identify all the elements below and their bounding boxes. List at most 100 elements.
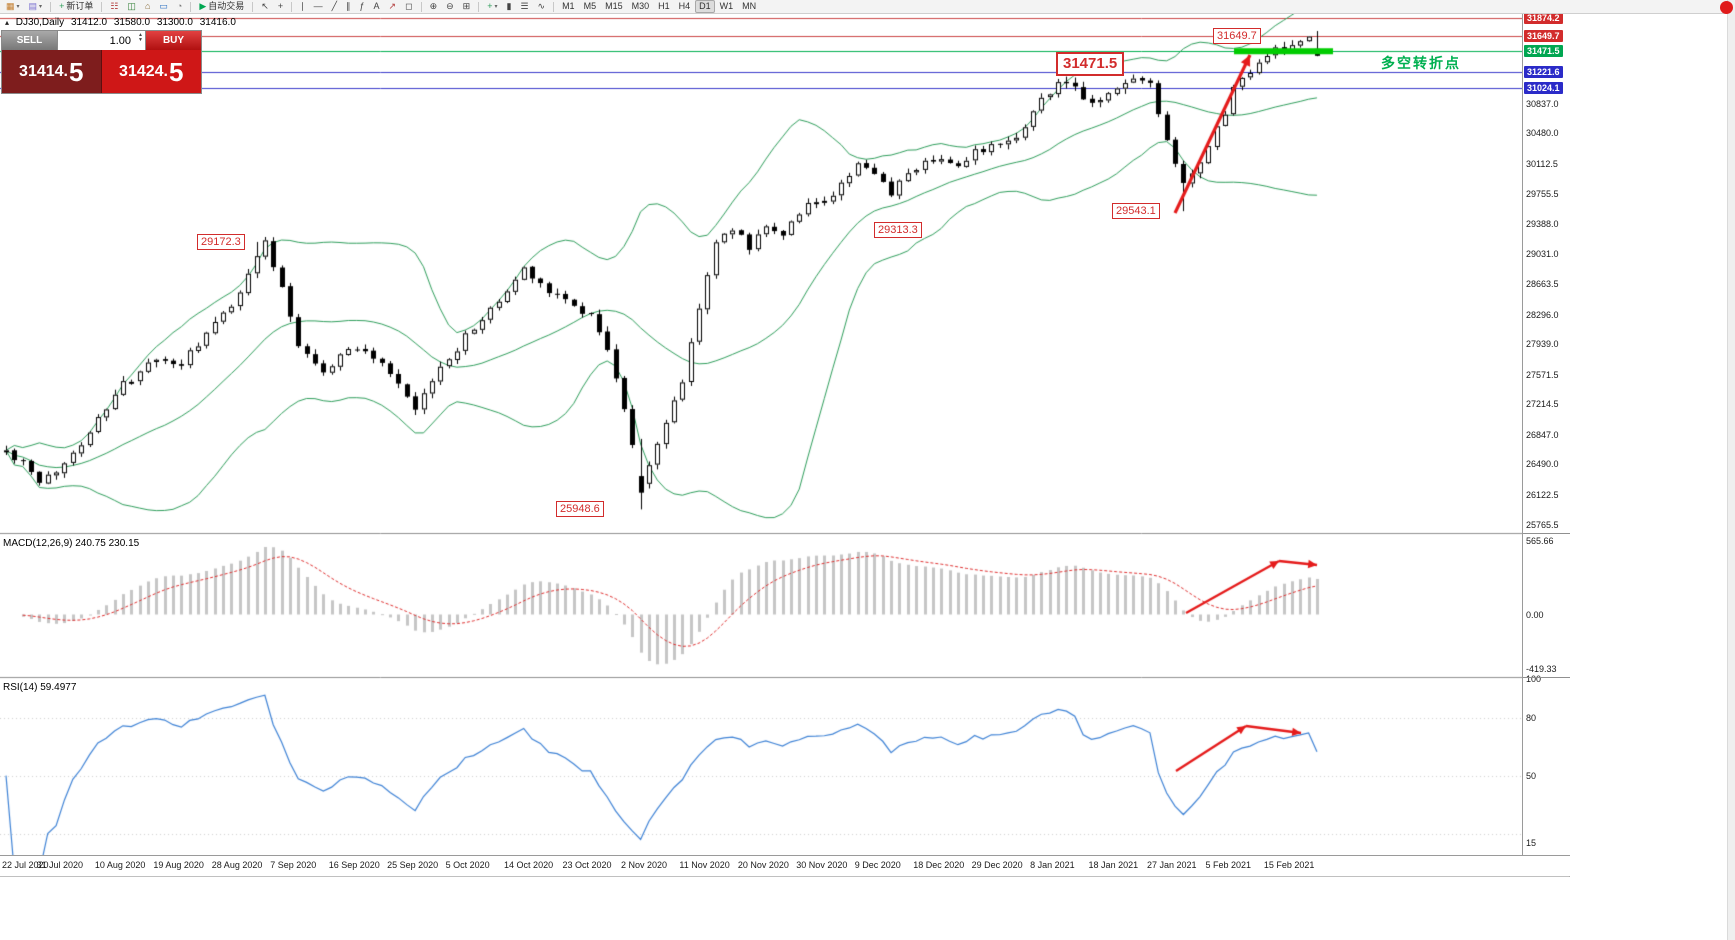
arrows-button[interactable]: ↗ bbox=[385, 0, 401, 13]
price-axis-label: 26490.0 bbox=[1526, 459, 1559, 470]
time-axis-label: 29 Dec 2020 bbox=[971, 860, 1023, 870]
autotrade-button[interactable]: ▶ 自动交易 bbox=[195, 0, 248, 13]
price-annotation[interactable]: 29543.1 bbox=[1112, 203, 1160, 220]
time-axis-label: 18 Dec 2020 bbox=[913, 860, 965, 870]
indicators-icon: + bbox=[487, 1, 493, 11]
tile-windows-icon: ⊞ bbox=[462, 1, 471, 11]
crosshair-button[interactable]: + bbox=[274, 0, 287, 13]
buy-price[interactable]: 31424. 5 bbox=[101, 50, 201, 93]
timeframe-m1-button[interactable]: M1 bbox=[558, 0, 579, 13]
time-axis[interactable]: 22 Jul 2020 31 Jul 2020 10 Aug 2020 19 Aug … bbox=[0, 855, 1570, 876]
timeframe-m15-button[interactable]: M15 bbox=[601, 0, 627, 13]
new-order-button[interactable]: + 新订单 bbox=[55, 0, 97, 13]
price-axis-label: 28663.5 bbox=[1526, 279, 1559, 290]
cursor-button[interactable]: ↖ bbox=[257, 0, 273, 13]
price-chart-canvas[interactable] bbox=[0, 14, 1522, 856]
cursor-icon: ↖ bbox=[261, 1, 269, 11]
data-window-icon: ◫ bbox=[127, 1, 136, 11]
data-window-button[interactable]: ◫ bbox=[123, 0, 140, 13]
timeframe-h4-button[interactable]: H4 bbox=[675, 0, 695, 13]
symbol-name: DJ30,Daily bbox=[15, 17, 65, 28]
tile-windows-button[interactable]: ⊞ bbox=[459, 0, 475, 13]
zoom-out-icon: ⊖ bbox=[446, 1, 454, 11]
price-axis-label: 50 bbox=[1526, 770, 1537, 781]
volume-input[interactable]: 1.00 ▲ ▼ bbox=[57, 31, 146, 50]
terminal-button[interactable]: ▭ bbox=[155, 0, 172, 13]
price-axis-highlight: 31024.1 bbox=[1524, 82, 1563, 95]
horizontal-line-button[interactable]: ― bbox=[310, 0, 327, 13]
fibonacci-button[interactable]: ƒ bbox=[356, 0, 369, 13]
line-mode-icon: ∿ bbox=[537, 1, 546, 11]
time-axis-label: 14 Oct 2020 bbox=[504, 860, 554, 870]
timeframe-mn-button[interactable]: MN bbox=[738, 0, 760, 13]
price-axis[interactable]: 30837.0 30480.0 30112.5 29755.5 29388.0 29031… bbox=[1522, 14, 1570, 855]
new-order-button-label: 新订单 bbox=[66, 1, 94, 11]
price-axis-label: 25765.5 bbox=[1526, 519, 1559, 530]
ohlc-low: 31300.0 bbox=[156, 17, 193, 28]
price-axis-label: 30112.5 bbox=[1526, 158, 1558, 169]
indicators-button[interactable]: + ▾ bbox=[483, 0, 501, 13]
spin-down-icon[interactable]: ▼ bbox=[138, 37, 143, 43]
timeframe-m30-button[interactable]: M30 bbox=[628, 0, 654, 13]
timeframe-w1-button-label: W1 bbox=[719, 1, 734, 11]
main-toolbar: ▦ ▾ ▤ ▾ + 新订单 ☷ ◫ ⌂ ▭ ◔ ▶ 自动交易 ↖ + ∣ ― ╱ ∥ ƒ A ↗ ◻ ⊕ ⊖ ⊞ + ▾ ▮ ☰ ∿ M1 M5… bbox=[0, 0, 1735, 14]
line-mode-button[interactable]: ∿ bbox=[534, 0, 550, 13]
channel-button[interactable]: ∥ bbox=[342, 0, 355, 13]
price-axis-label: -419.33 bbox=[1526, 664, 1557, 674]
turning-point-label[interactable]: 多空转折点 bbox=[1381, 54, 1461, 71]
navigator-button[interactable]: ⌂ bbox=[141, 0, 154, 13]
price-axis-highlight: 31221.6 bbox=[1524, 65, 1563, 78]
trendline-button[interactable]: ╱ bbox=[328, 0, 341, 13]
price-axis-label: 15 bbox=[1526, 838, 1537, 849]
timeframe-m1-button-label: M1 bbox=[562, 1, 575, 11]
text-button[interactable]: A bbox=[370, 0, 384, 13]
candle-mode-button[interactable]: ▮ bbox=[502, 0, 515, 13]
buy-button[interactable]: BUY bbox=[146, 31, 201, 50]
toolbar-separator bbox=[553, 1, 555, 12]
price-annotation[interactable]: 29313.3 bbox=[874, 222, 922, 239]
timeframe-h1-button[interactable]: H1 bbox=[654, 0, 674, 13]
new-chart-button[interactable]: ▦ ▾ bbox=[2, 0, 24, 13]
price-annotation[interactable]: 31471.5 bbox=[1056, 52, 1125, 77]
crosshair-icon: + bbox=[277, 1, 284, 11]
toolbar-separator bbox=[50, 1, 52, 12]
spin-up-icon[interactable]: ▲ bbox=[138, 32, 143, 38]
notification-dot[interactable] bbox=[1720, 1, 1733, 14]
ohlc-high: 31580.0 bbox=[113, 17, 151, 28]
time-axis-label: 25 Sep 2020 bbox=[387, 860, 439, 870]
timeframe-m5-button[interactable]: M5 bbox=[580, 0, 601, 13]
price-axis-label: 565.66 bbox=[1526, 536, 1554, 546]
zoom-out-button[interactable]: ⊖ bbox=[442, 0, 458, 13]
time-axis-label: 8 Jan 2021 bbox=[1030, 860, 1075, 870]
vertical-line-button[interactable]: ∣ bbox=[296, 0, 309, 13]
panel-collapse-icon[interactable]: ▴ bbox=[5, 18, 10, 27]
timeframe-w1-button[interactable]: W1 bbox=[716, 0, 738, 13]
panel-separator bbox=[1523, 677, 1570, 678]
price-annotation[interactable]: 25948.6 bbox=[556, 501, 604, 518]
price-axis-label: 30837.0 bbox=[1526, 98, 1559, 109]
horizontal-line-icon: ― bbox=[313, 1, 323, 11]
zoom-in-icon: ⊕ bbox=[429, 1, 438, 11]
sell-button[interactable]: SELL bbox=[2, 31, 57, 50]
price-axis-label: 29388.0 bbox=[1526, 219, 1559, 230]
profiles-button[interactable]: ▤ ▾ bbox=[25, 0, 47, 13]
price-annotation[interactable]: 29172.3 bbox=[197, 233, 245, 250]
bar-mode-button[interactable]: ☰ bbox=[516, 0, 532, 13]
zoom-in-button[interactable]: ⊕ bbox=[426, 0, 442, 13]
timeframe-d1-button[interactable]: D1 bbox=[695, 0, 715, 13]
time-axis-label: 11 Nov 2020 bbox=[679, 860, 730, 870]
shapes-button[interactable]: ◻ bbox=[401, 0, 416, 13]
vertical-scrollbar[interactable] bbox=[1727, 0, 1735, 940]
price-axis-label: 27939.0 bbox=[1526, 339, 1559, 350]
volume-spinner[interactable]: ▲ ▼ bbox=[138, 33, 143, 43]
sell-price[interactable]: 31414. 5 bbox=[2, 50, 102, 93]
price-annotation[interactable]: 31649.7 bbox=[1213, 28, 1261, 45]
time-axis-label: 2 Nov 2020 bbox=[620, 860, 667, 870]
market-watch-button[interactable]: ☷ bbox=[106, 0, 122, 13]
strategy-tester-button[interactable]: ◔ bbox=[173, 0, 186, 13]
sell-price-main: 31414. bbox=[19, 62, 68, 80]
price-axis-label: 100 bbox=[1526, 674, 1542, 684]
time-axis-label: 9 Dec 2020 bbox=[854, 860, 901, 870]
ohlc-open: 31412.0 bbox=[70, 17, 108, 28]
price-axis-label: 28296.0 bbox=[1526, 309, 1559, 320]
